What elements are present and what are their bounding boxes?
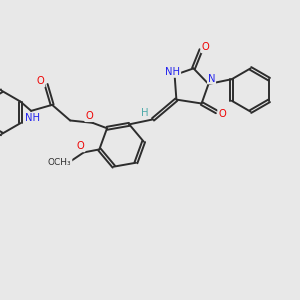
Text: H: H [141,108,148,118]
Text: OCH₃: OCH₃ [48,158,72,167]
Text: O: O [85,111,93,121]
Text: NH: NH [165,67,180,77]
Text: O: O [201,42,209,52]
Text: O: O [37,76,45,86]
Text: N: N [208,74,215,84]
Text: NH: NH [25,113,40,123]
Text: O: O [218,109,226,119]
Text: O: O [77,141,85,152]
